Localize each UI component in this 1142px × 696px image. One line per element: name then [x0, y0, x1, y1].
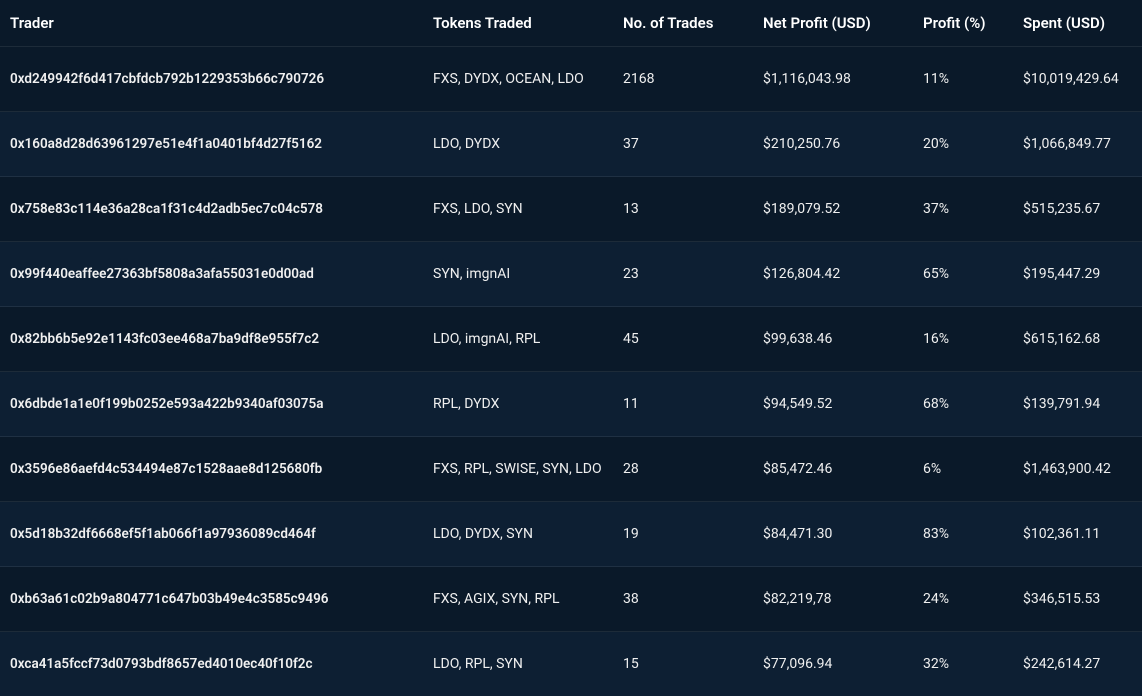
trader-address-cell: 0xb63a61c02b9a804771c647b03b49e4c3585c94…: [0, 567, 423, 632]
tokens-cell: FXS, AGIX, SYN, RPL: [423, 567, 613, 632]
trades-cell: 38: [613, 567, 753, 632]
net-profit-cell: $84,471.30: [753, 502, 913, 567]
trades-cell: 19: [613, 502, 753, 567]
profit-pct-cell: 24%: [913, 567, 1013, 632]
trader-address-cell: 0x758e83c114e36a28ca1f31c4d2adb5ec7c04c5…: [0, 177, 423, 242]
tokens-cell: FXS, RPL, SWISE, SYN, LDO: [423, 437, 613, 502]
header-spent[interactable]: Spent (USD): [1013, 0, 1142, 47]
traders-table: Trader Tokens Traded No. of Trades Net P…: [0, 0, 1142, 696]
spent-cell: $1,463,900.42: [1013, 437, 1142, 502]
table-row[interactable]: 0x6dbde1a1e0f199b0252e593a422b9340af0307…: [0, 372, 1142, 437]
header-profit-pct[interactable]: Profit (%): [913, 0, 1013, 47]
profit-pct-cell: 11%: [913, 47, 1013, 112]
header-trader[interactable]: Trader: [0, 0, 423, 47]
trader-address-cell: 0xca41a5fccf73d0793bdf8657ed4010ec40f10f…: [0, 632, 423, 696]
trades-cell: 23: [613, 242, 753, 307]
profit-pct-cell: 83%: [913, 502, 1013, 567]
table-row[interactable]: 0xca41a5fccf73d0793bdf8657ed4010ec40f10f…: [0, 632, 1142, 696]
table-row[interactable]: 0x160a8d28d63961297e51e4f1a0401bf4d27f51…: [0, 112, 1142, 177]
header-tokens[interactable]: Tokens Traded: [423, 0, 613, 47]
trader-address-cell: 0xd249942f6d417cbfdcb792b1229353b66c7907…: [0, 47, 423, 112]
table-header-row: Trader Tokens Traded No. of Trades Net P…: [0, 0, 1142, 47]
header-trades[interactable]: No. of Trades: [613, 0, 753, 47]
trader-address-cell: 0x3596e86aefd4c534494e87c1528aae8d125680…: [0, 437, 423, 502]
trades-cell: 2168: [613, 47, 753, 112]
profit-pct-cell: 32%: [913, 632, 1013, 696]
tokens-cell: LDO, RPL, SYN: [423, 632, 613, 696]
spent-cell: $195,447.29: [1013, 242, 1142, 307]
trades-cell: 37: [613, 112, 753, 177]
net-profit-cell: $82,219,78: [753, 567, 913, 632]
net-profit-cell: $94,549.52: [753, 372, 913, 437]
spent-cell: $1,066,849.77: [1013, 112, 1142, 177]
trades-cell: 28: [613, 437, 753, 502]
trades-cell: 13: [613, 177, 753, 242]
spent-cell: $242,614.27: [1013, 632, 1142, 696]
table-row[interactable]: 0x5d18b32df6668ef5f1ab066f1a97936089cd46…: [0, 502, 1142, 567]
table-row[interactable]: 0x758e83c114e36a28ca1f31c4d2adb5ec7c04c5…: [0, 177, 1142, 242]
tokens-cell: LDO, DYDX: [423, 112, 613, 177]
table-row[interactable]: 0xb63a61c02b9a804771c647b03b49e4c3585c94…: [0, 567, 1142, 632]
net-profit-cell: $85,472.46: [753, 437, 913, 502]
spent-cell: $139,791.94: [1013, 372, 1142, 437]
trader-address-cell: 0x160a8d28d63961297e51e4f1a0401bf4d27f51…: [0, 112, 423, 177]
table-row[interactable]: 0x99f440eaffee27363bf5808a3afa55031e0d00…: [0, 242, 1142, 307]
tokens-cell: SYN, imgnAI: [423, 242, 613, 307]
net-profit-cell: $189,079.52: [753, 177, 913, 242]
net-profit-cell: $210,250.76: [753, 112, 913, 177]
trader-address-cell: 0x82bb6b5e92e1143fc03ee468a7ba9df8e955f7…: [0, 307, 423, 372]
spent-cell: $346,515.53: [1013, 567, 1142, 632]
trader-address-cell: 0x6dbde1a1e0f199b0252e593a422b9340af0307…: [0, 372, 423, 437]
spent-cell: $102,361.11: [1013, 502, 1142, 567]
net-profit-cell: $77,096.94: [753, 632, 913, 696]
trader-address-cell: 0x99f440eaffee27363bf5808a3afa55031e0d00…: [0, 242, 423, 307]
profit-pct-cell: 16%: [913, 307, 1013, 372]
table-body: 0xd249942f6d417cbfdcb792b1229353b66c7907…: [0, 47, 1142, 696]
trades-cell: 45: [613, 307, 753, 372]
table-row[interactable]: 0x82bb6b5e92e1143fc03ee468a7ba9df8e955f7…: [0, 307, 1142, 372]
net-profit-cell: $126,804.42: [753, 242, 913, 307]
profit-pct-cell: 65%: [913, 242, 1013, 307]
profit-pct-cell: 68%: [913, 372, 1013, 437]
profit-pct-cell: 20%: [913, 112, 1013, 177]
header-net-profit[interactable]: Net Profit (USD): [753, 0, 913, 47]
spent-cell: $515,235.67: [1013, 177, 1142, 242]
profit-pct-cell: 6%: [913, 437, 1013, 502]
trades-cell: 11: [613, 372, 753, 437]
tokens-cell: LDO, DYDX, SYN: [423, 502, 613, 567]
table-row[interactable]: 0xd249942f6d417cbfdcb792b1229353b66c7907…: [0, 47, 1142, 112]
tokens-cell: LDO, imgnAI, RPL: [423, 307, 613, 372]
table-row[interactable]: 0x3596e86aefd4c534494e87c1528aae8d125680…: [0, 437, 1142, 502]
profit-pct-cell: 37%: [913, 177, 1013, 242]
spent-cell: $10,019,429.64: [1013, 47, 1142, 112]
trader-address-cell: 0x5d18b32df6668ef5f1ab066f1a97936089cd46…: [0, 502, 423, 567]
spent-cell: $615,162.68: [1013, 307, 1142, 372]
tokens-cell: FXS, DYDX, OCEAN, LDO: [423, 47, 613, 112]
tokens-cell: FXS, LDO, SYN: [423, 177, 613, 242]
trades-cell: 15: [613, 632, 753, 696]
tokens-cell: RPL, DYDX: [423, 372, 613, 437]
net-profit-cell: $1,116,043.98: [753, 47, 913, 112]
net-profit-cell: $99,638.46: [753, 307, 913, 372]
